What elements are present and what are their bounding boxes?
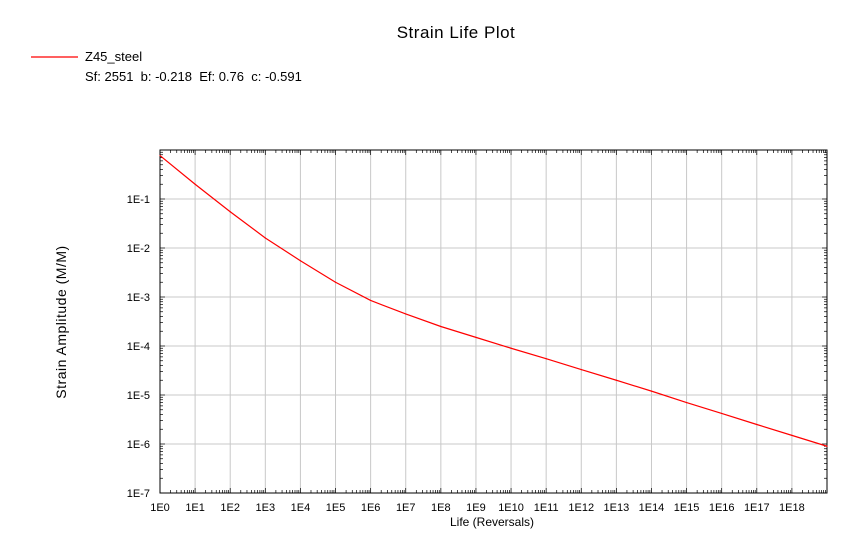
chart-title: Strain Life Plot bbox=[397, 23, 516, 42]
y-tick-label: 1E-4 bbox=[127, 341, 150, 353]
series-point bbox=[264, 237, 266, 239]
series-point bbox=[791, 434, 793, 436]
x-tick-label: 1E0 bbox=[150, 502, 170, 514]
y-tick-label: 1E-3 bbox=[127, 292, 150, 304]
series-point bbox=[475, 336, 477, 338]
x-tick-label: 1E15 bbox=[674, 502, 700, 514]
series-point bbox=[159, 154, 161, 157]
x-tick-label: 1E3 bbox=[256, 502, 276, 514]
series-point bbox=[756, 423, 758, 426]
series-point bbox=[405, 313, 407, 315]
y-tick-label: 1E-6 bbox=[127, 439, 150, 451]
x-tick-label: 1E18 bbox=[779, 502, 805, 514]
x-tick-label: 1E17 bbox=[744, 502, 770, 514]
x-tick-label: 1E16 bbox=[709, 502, 735, 514]
series-layer bbox=[159, 154, 828, 447]
series-point bbox=[510, 347, 512, 349]
y-axis-tick-labels: 1E-7 1E-6 1E-5 1E-4 1E-3 1E-2 1E-1 bbox=[127, 194, 150, 500]
x-tick-label: 1E5 bbox=[326, 502, 346, 514]
series-line-z45-steel bbox=[159, 155, 828, 447]
y-tick-label: 1E-7 bbox=[127, 488, 150, 500]
grid-lines bbox=[160, 150, 827, 493]
axis-minor-ticks bbox=[159, 150, 827, 494]
series-point bbox=[721, 412, 723, 415]
y-axis-label: Strain Amplitude (M/M) bbox=[53, 245, 69, 398]
legend-series-name: Z45_steel bbox=[85, 49, 142, 64]
x-tick-label: 1E13 bbox=[604, 502, 630, 514]
y-tick-label: 1E-1 bbox=[127, 194, 150, 206]
series-point bbox=[229, 211, 231, 213]
x-axis-label: Life (Reversals) bbox=[450, 515, 534, 529]
x-tick-label: 1E1 bbox=[185, 502, 205, 514]
y-tick-label: 1E-2 bbox=[127, 243, 150, 255]
y-tick-label: 1E-5 bbox=[127, 390, 150, 402]
x-tick-label: 1E10 bbox=[498, 502, 524, 514]
x-tick-label: 1E7 bbox=[396, 502, 416, 514]
series-point bbox=[440, 325, 442, 328]
x-tick-label: 1E8 bbox=[431, 502, 451, 514]
x-tick-label: 1E2 bbox=[220, 502, 240, 514]
legend-series-parameters: Sf: 2551 b: -0.218 Ef: 0.76 c: -0.591 bbox=[85, 69, 302, 84]
x-tick-label: 1E12 bbox=[568, 502, 594, 514]
series-point bbox=[334, 281, 337, 283]
x-axis-tick-labels: 1E0 1E1 1E2 1E3 1E4 1E5 1E6 1E7 1E8 1E9 1E10 1E11 1E… bbox=[150, 502, 805, 514]
series-point bbox=[580, 368, 582, 371]
x-tick-label: 1E14 bbox=[639, 502, 665, 514]
series-point bbox=[545, 358, 547, 360]
series-point bbox=[194, 183, 196, 185]
series-point bbox=[615, 379, 617, 381]
x-tick-label: 1E11 bbox=[534, 502, 559, 514]
series-point bbox=[370, 299, 372, 302]
x-tick-label: 1E4 bbox=[291, 502, 311, 514]
x-tick-label: 1E9 bbox=[466, 502, 486, 514]
series-point bbox=[650, 390, 653, 392]
series-point bbox=[299, 260, 302, 262]
series-point bbox=[826, 445, 828, 447]
plot-area-frame bbox=[159, 149, 828, 494]
series-point bbox=[685, 401, 688, 404]
x-tick-label: 1E6 bbox=[361, 502, 381, 514]
